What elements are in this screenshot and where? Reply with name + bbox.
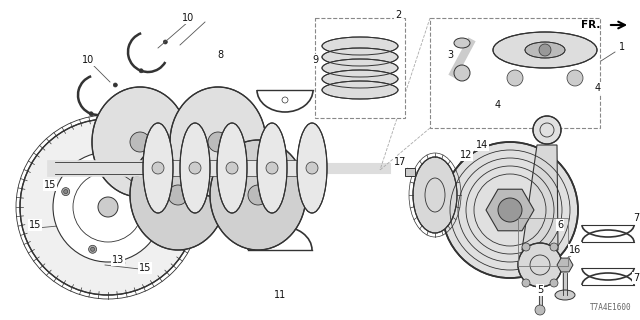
Text: 9: 9	[312, 55, 318, 65]
Ellipse shape	[493, 32, 597, 68]
Circle shape	[208, 132, 228, 152]
Text: 11: 11	[274, 290, 286, 300]
Text: 4: 4	[595, 83, 601, 93]
Ellipse shape	[217, 123, 247, 213]
Bar	[430, 18, 600, 128]
Circle shape	[518, 243, 562, 287]
Ellipse shape	[322, 37, 398, 55]
Text: T7A4E1600: T7A4E1600	[590, 303, 632, 312]
Text: 10: 10	[182, 13, 194, 23]
Circle shape	[306, 162, 318, 174]
Text: 15: 15	[139, 263, 151, 273]
Circle shape	[89, 112, 93, 116]
Circle shape	[522, 243, 530, 251]
Text: 7: 7	[633, 213, 639, 223]
Circle shape	[64, 190, 68, 194]
Circle shape	[133, 169, 141, 177]
Circle shape	[113, 83, 117, 87]
Circle shape	[266, 162, 278, 174]
Polygon shape	[557, 258, 573, 272]
Text: 15: 15	[29, 220, 41, 230]
Ellipse shape	[322, 48, 398, 66]
Bar	[232, 160, 272, 176]
Bar	[195, 160, 232, 176]
Circle shape	[498, 198, 522, 222]
Circle shape	[130, 132, 150, 152]
Text: 16: 16	[569, 245, 581, 255]
Text: 2: 2	[395, 10, 401, 20]
Ellipse shape	[413, 157, 457, 233]
Bar	[158, 160, 195, 176]
Circle shape	[226, 162, 238, 174]
Text: FR.: FR.	[580, 20, 600, 30]
Circle shape	[168, 185, 188, 205]
Circle shape	[535, 305, 545, 315]
Ellipse shape	[53, 152, 163, 262]
Ellipse shape	[143, 123, 173, 213]
Circle shape	[567, 70, 583, 86]
Ellipse shape	[322, 81, 398, 99]
Ellipse shape	[454, 65, 470, 81]
Circle shape	[550, 243, 558, 251]
Ellipse shape	[555, 290, 575, 300]
Circle shape	[163, 40, 167, 44]
Text: 13: 13	[112, 255, 124, 265]
Circle shape	[135, 171, 139, 174]
Ellipse shape	[454, 38, 470, 48]
Ellipse shape	[257, 123, 287, 213]
Text: 1: 1	[619, 42, 625, 52]
Ellipse shape	[442, 142, 578, 278]
Bar	[405, 168, 415, 176]
Circle shape	[522, 279, 530, 287]
Text: 8: 8	[217, 50, 223, 60]
Text: 12: 12	[460, 150, 472, 160]
Circle shape	[98, 197, 118, 217]
Polygon shape	[522, 145, 558, 250]
Circle shape	[539, 44, 551, 56]
Bar	[272, 160, 312, 176]
Ellipse shape	[525, 42, 565, 58]
Ellipse shape	[20, 119, 196, 295]
Circle shape	[91, 247, 95, 251]
Circle shape	[248, 185, 268, 205]
Circle shape	[507, 70, 523, 86]
Ellipse shape	[322, 59, 398, 77]
Bar	[518, 218, 568, 266]
Bar	[315, 18, 405, 118]
Circle shape	[61, 188, 70, 196]
Ellipse shape	[92, 87, 188, 197]
Text: 17: 17	[394, 157, 406, 167]
Circle shape	[189, 162, 201, 174]
Text: 6: 6	[557, 220, 563, 230]
Text: 3: 3	[447, 50, 453, 60]
Circle shape	[152, 162, 164, 174]
Ellipse shape	[322, 70, 398, 88]
Text: 14: 14	[476, 140, 488, 150]
Text: 7: 7	[633, 273, 639, 283]
Text: 10: 10	[82, 55, 94, 65]
Ellipse shape	[297, 123, 327, 213]
Circle shape	[88, 245, 97, 253]
Text: 5: 5	[537, 285, 543, 295]
Circle shape	[550, 279, 558, 287]
Ellipse shape	[180, 123, 210, 213]
Circle shape	[533, 116, 561, 144]
Polygon shape	[486, 189, 534, 231]
Circle shape	[139, 69, 143, 73]
Ellipse shape	[170, 87, 266, 197]
Text: 4: 4	[495, 100, 501, 110]
Ellipse shape	[210, 140, 306, 250]
Text: 15: 15	[44, 180, 56, 190]
Ellipse shape	[130, 140, 226, 250]
